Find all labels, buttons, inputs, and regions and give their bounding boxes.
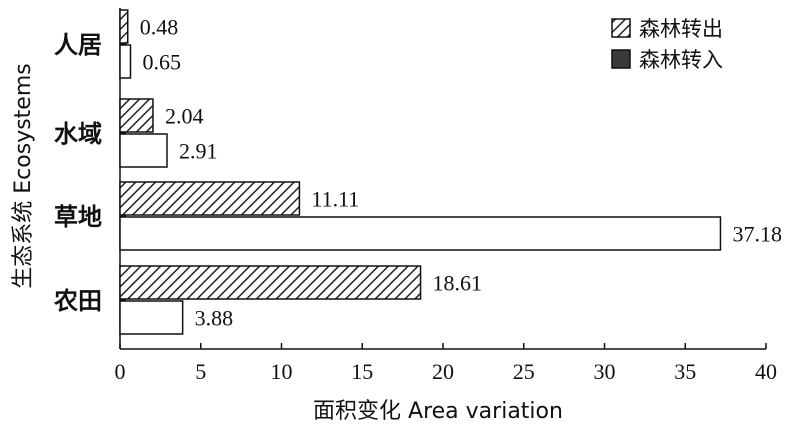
- bar-value-label: 3.88: [195, 306, 234, 331]
- bar-forest-out: [119, 181, 301, 216]
- y-category-label: 人居: [54, 31, 102, 59]
- x-tick-label: 25: [513, 359, 535, 384]
- bar-forest-out: [119, 9, 129, 44]
- y-axis-title: 生态系统 Ecosystems: [11, 63, 36, 288]
- x-axis-title: 面积变化 Area variation: [313, 399, 563, 424]
- legend-swatch: [611, 18, 631, 38]
- bar-value-label: 0.48: [140, 15, 179, 40]
- bar-value-label: 2.91: [179, 139, 218, 164]
- bar-value-label: 37.18: [732, 222, 782, 247]
- x-tick-label: 0: [115, 359, 126, 384]
- x-tick-label: 10: [271, 359, 293, 384]
- y-category-label: 草地: [54, 203, 102, 231]
- bar-value-label: 18.61: [433, 271, 483, 296]
- bar-value-label: 0.65: [142, 50, 181, 75]
- x-tick-label: 5: [195, 359, 206, 384]
- x-tick-label: 20: [432, 359, 454, 384]
- bar-forest-out: [119, 98, 154, 133]
- legend-label: 森林转入: [639, 48, 723, 72]
- x-tick-label: 35: [674, 359, 696, 384]
- bar-forest-in: [119, 133, 168, 168]
- bar-forest-in: [119, 300, 184, 335]
- bar-forest-in: [119, 44, 132, 79]
- y-category-label: 农田: [53, 287, 102, 315]
- bar-value-label: 2.04: [165, 104, 204, 129]
- x-tick-label: 30: [594, 359, 616, 384]
- x-tick-label: 40: [755, 359, 777, 384]
- legend-swatch: [611, 49, 631, 69]
- y-category-label: 水域: [54, 120, 102, 148]
- bar-value-label: 11.11: [311, 187, 359, 212]
- bar-forest-in: [119, 216, 722, 251]
- x-tick-label: 15: [351, 359, 373, 384]
- legend-label: 森林转出: [639, 17, 723, 41]
- bar-forest-out: [119, 265, 422, 300]
